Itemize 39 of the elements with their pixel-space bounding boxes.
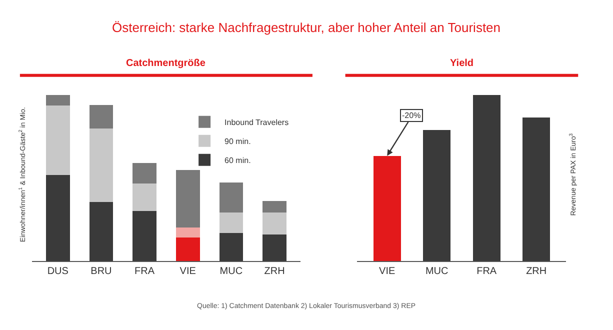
x-tick-label: ZRH [526, 266, 547, 277]
bar [89, 128, 114, 202]
x-tick-label: FRA [476, 266, 497, 277]
bar [46, 174, 70, 261]
x-tick-label: DUS [47, 266, 69, 277]
bar [219, 212, 244, 233]
bar [132, 210, 156, 261]
chart-title: Yield [450, 58, 474, 69]
x-tick-label: VIE [180, 266, 196, 277]
chart-title: Catchmentgröße [126, 58, 206, 69]
legend-label: 60 min. [224, 156, 251, 166]
bar [89, 202, 114, 261]
bar [472, 94, 500, 261]
bar [46, 94, 70, 106]
bar [46, 105, 70, 175]
x-tick-label: VIE [379, 266, 396, 277]
bar [176, 170, 200, 228]
bar [176, 227, 200, 238]
x-tick-label: MUC [220, 266, 243, 277]
x-tick-label: ZRH [264, 266, 285, 277]
bar [219, 182, 244, 212]
annotation: -20% [402, 111, 421, 120]
bar [176, 238, 200, 261]
bar [132, 184, 156, 211]
bar [132, 163, 156, 184]
text: Österreich: starke Nachfragestruktur, aber hoher Anteil an Touristen [112, 20, 501, 35]
bar [373, 156, 401, 261]
x-tick-label: BRU [90, 266, 112, 277]
bar [262, 200, 286, 212]
x-tick-label: FRA [134, 266, 155, 277]
bar [423, 130, 451, 261]
legend-label: Inbound Travelers [224, 118, 289, 128]
bar [262, 212, 286, 234]
legend-label: 90 min. [224, 137, 251, 146]
bar [89, 104, 114, 129]
bar [219, 232, 244, 261]
x-tick-label: MUC [425, 266, 448, 277]
bar [522, 117, 550, 261]
bar [262, 234, 286, 261]
